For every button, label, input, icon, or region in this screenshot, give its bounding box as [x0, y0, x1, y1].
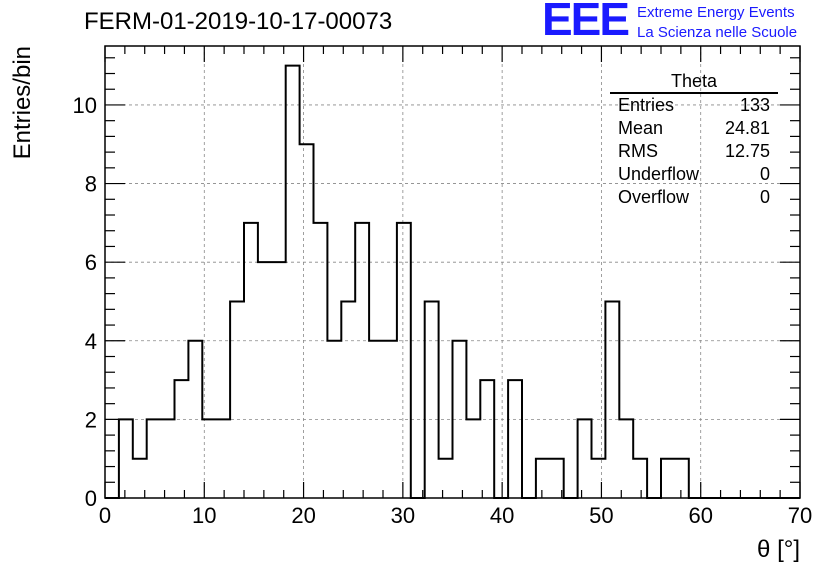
histogram-bin: [119, 419, 133, 498]
histogram-bin: [661, 459, 675, 498]
x-tick-label: 40: [490, 503, 514, 528]
histogram-bin: [466, 419, 480, 498]
axis-ticks: 0 10 20 30 40 50 60 70 0 2 4 6 8 10: [73, 46, 812, 528]
histogram-bin: [425, 301, 439, 498]
chart-title: FERM-01-2019-10-17-00073: [84, 8, 393, 35]
histogram-bin: [147, 419, 161, 498]
histogram-bin: [230, 301, 244, 498]
x-tick-label: 30: [391, 503, 415, 528]
stat-label: Entries: [618, 95, 675, 115]
histogram-bin: [605, 301, 619, 498]
logo-subtitle-2: La Scienza nelle Scuole: [637, 24, 798, 41]
y-tick-label: 10: [73, 93, 97, 118]
stat-row-entries: Entries 133: [610, 94, 778, 117]
stats-box: Theta Entries 133 Mean 24.81 RMS 12.75 Underfl…: [610, 70, 778, 209]
x-tick-label: 60: [688, 503, 712, 528]
histogram-bin: [258, 262, 272, 498]
x-tick-label: 50: [589, 503, 613, 528]
histogram-bin: [675, 459, 689, 498]
x-axis-label: θ [°]: [757, 536, 800, 563]
histogram-series: [105, 64, 800, 499]
histogram-bin: [536, 459, 550, 498]
stat-row-rms: RMS 12.75: [610, 140, 778, 163]
histogram-bin: [286, 66, 300, 498]
y-tick-label: 2: [85, 407, 97, 432]
histogram-bin: [175, 380, 189, 498]
stats-rows: Entries 133 Mean 24.81 RMS 12.75 Underflow 0 Ove…: [610, 94, 778, 209]
histogram-bin: [341, 301, 355, 498]
stat-value: 24.81: [724, 118, 770, 138]
y-tick-label: 0: [85, 486, 97, 511]
stat-value: 0: [759, 187, 770, 207]
x-tick-label: 0: [99, 503, 111, 528]
y-tick-label: 4: [85, 329, 97, 354]
histogram-bin: [508, 380, 522, 498]
histogram-bin: [397, 223, 411, 498]
y-axis-label: Entries/bin: [9, 46, 36, 159]
histogram-bin: [439, 459, 453, 498]
x-tick-label: 20: [291, 503, 315, 528]
stats-title: Theta: [610, 70, 778, 94]
x-tick-label: 70: [788, 503, 812, 528]
histogram-bin: [633, 459, 647, 498]
histogram-bin: [272, 262, 286, 498]
stat-value: 0: [759, 164, 770, 184]
stat-label: Underflow: [618, 164, 700, 184]
eee-logo: EEE: [542, 0, 630, 45]
histogram-bin: [619, 419, 633, 498]
histogram-bin: [480, 380, 494, 498]
x-tick-label: 10: [192, 503, 216, 528]
histogram-bin: [314, 223, 328, 498]
stat-row-overflow: Overflow 0: [610, 186, 778, 209]
histogram-bin: [592, 459, 606, 498]
plot-frame: [104, 45, 801, 499]
histogram-bin: [244, 223, 258, 498]
stat-label: Overflow: [618, 187, 690, 207]
y-tick-label: 8: [85, 172, 97, 197]
histogram-bin: [355, 223, 369, 498]
histogram-bin: [216, 419, 230, 498]
logo-subtitle-1: Extreme Energy Events: [637, 4, 795, 21]
histogram-bin: [578, 419, 592, 498]
stat-value: 133: [739, 95, 770, 115]
stat-row-mean: Mean 24.81: [610, 117, 778, 140]
stat-label: Mean: [618, 118, 664, 138]
stat-value: 12.75: [724, 141, 770, 161]
histogram-bin: [300, 144, 314, 498]
stat-row-underflow: Underflow 0: [610, 163, 778, 186]
stat-label: RMS: [618, 141, 658, 161]
histogram-bin: [161, 419, 175, 498]
y-tick-label: 6: [85, 250, 97, 275]
